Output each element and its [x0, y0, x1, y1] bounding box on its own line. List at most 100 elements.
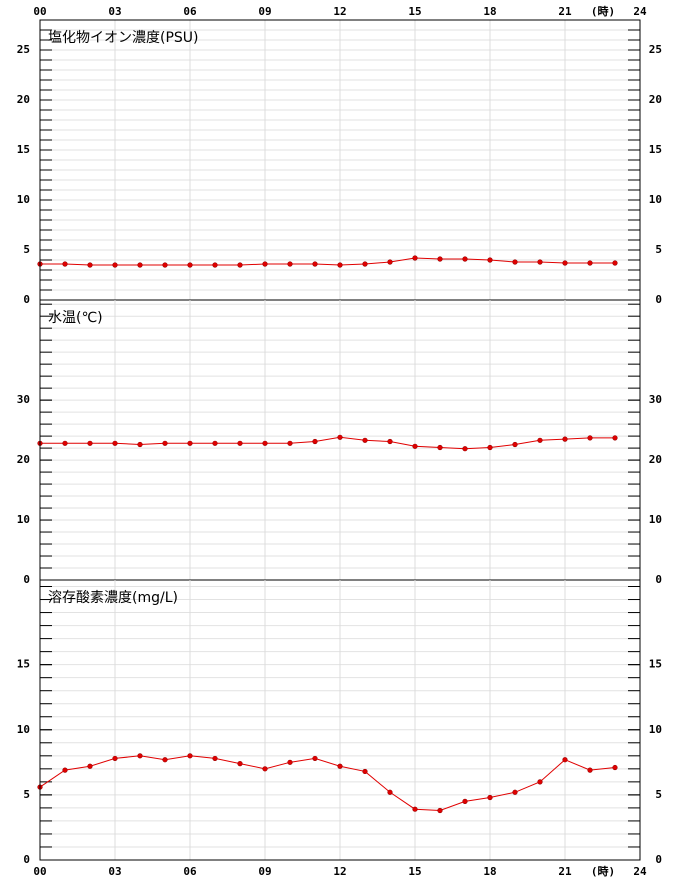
data-line [40, 257, 615, 266]
data-point [287, 261, 293, 267]
data-point [162, 262, 168, 268]
data-point [387, 438, 393, 445]
y-tick-label: 10 [17, 723, 30, 736]
y-tick-label: 20 [17, 453, 30, 466]
x-tick-label: 00 [33, 865, 46, 878]
data-point [437, 256, 443, 262]
data-point [537, 259, 543, 265]
x-tick-label: 12 [333, 865, 346, 878]
y-tick-label: 10 [17, 513, 30, 526]
x-tick-label: 03 [108, 5, 121, 18]
x-tick-label: 24 [633, 865, 647, 878]
data-point [562, 757, 568, 763]
y-tick-label: 0 [23, 573, 30, 586]
data-point [337, 763, 343, 769]
data-point [487, 444, 493, 451]
data-point [537, 437, 543, 443]
data-point [462, 446, 468, 452]
x-tick-label: 21 [558, 5, 572, 18]
data-point [237, 761, 243, 767]
data-line [39, 755, 616, 812]
x-tick-label: 09 [258, 5, 271, 18]
data-point [237, 262, 243, 268]
data-point [162, 440, 168, 446]
data-point [262, 261, 268, 267]
data-point [562, 436, 568, 442]
data-point [87, 440, 93, 446]
x-tick-label: 24 [633, 5, 647, 18]
data-point [587, 435, 593, 441]
data-point [512, 259, 518, 265]
data-point [137, 441, 143, 448]
x-tick-label: 12 [333, 5, 346, 18]
y-tick-label: 15 [649, 658, 662, 671]
data-point [587, 260, 593, 266]
data-point [612, 764, 618, 771]
panel-title: 溶存酸素濃度(mg/L) [48, 590, 178, 606]
data-point [187, 753, 193, 759]
data-point [137, 262, 143, 268]
x-tick-label: 03 [108, 865, 121, 878]
data-point [112, 440, 118, 446]
x-tick-label: 21 [558, 865, 572, 878]
y-tick-label: 15 [17, 143, 30, 156]
x-unit-label: (時) [591, 864, 615, 878]
data-point [212, 755, 218, 762]
data-point [362, 261, 368, 267]
y-tick-label: 5 [23, 788, 30, 801]
data-point [387, 259, 393, 265]
y-tick-label: 0 [655, 853, 662, 866]
x-tick-label: 00 [33, 5, 46, 18]
y-tick-label: 20 [649, 453, 662, 466]
x-unit-label: (時) [591, 4, 615, 18]
x-tick-label: 15 [408, 865, 421, 878]
data-point [412, 443, 418, 449]
data-point [187, 440, 193, 446]
data-point [437, 807, 443, 814]
data-point [462, 798, 468, 804]
data-point [112, 262, 118, 268]
data-point [487, 794, 493, 801]
data-point [187, 262, 193, 268]
y-tick-label: 25 [17, 43, 30, 56]
y-tick-label: 20 [649, 93, 662, 106]
data-point [137, 753, 143, 759]
data-point [337, 434, 343, 440]
y-tick-label: 10 [17, 193, 30, 206]
data-point [262, 440, 268, 446]
panel-title: 水温(℃) [48, 310, 103, 326]
data-point [62, 261, 68, 267]
y-tick-label: 5 [655, 243, 662, 256]
data-point [287, 759, 293, 765]
y-tick-label: 10 [649, 513, 662, 526]
data-point [112, 755, 118, 762]
data-point [237, 440, 243, 446]
y-tick-label: 15 [649, 143, 662, 156]
y-tick-label: 0 [23, 853, 30, 866]
y-tick-label: 25 [649, 43, 662, 56]
data-point [312, 438, 318, 445]
frame [39, 19, 641, 861]
data-point [512, 441, 518, 448]
x-tick-label: 15 [408, 5, 421, 18]
data-point [212, 262, 218, 268]
x-tick-label: 06 [183, 5, 197, 18]
data-point [312, 261, 318, 267]
data-point [362, 437, 368, 443]
data-point [487, 257, 493, 263]
y-tick-label: 0 [23, 293, 30, 306]
data-point [162, 757, 168, 763]
data-point [62, 440, 68, 446]
data-point [87, 262, 93, 268]
x-tick-label: 18 [483, 865, 496, 878]
data-point [512, 789, 518, 795]
panel-title: 塩化物イオン濃度(PSU) [48, 30, 199, 46]
x-tick-label: 18 [483, 5, 496, 18]
y-tick-label: 10 [649, 723, 662, 736]
x-tick-label: 06 [183, 865, 197, 878]
data-point [412, 806, 418, 812]
y-tick-label: 30 [17, 393, 30, 406]
y-tick-label: 0 [655, 293, 662, 306]
data-point [537, 779, 543, 785]
